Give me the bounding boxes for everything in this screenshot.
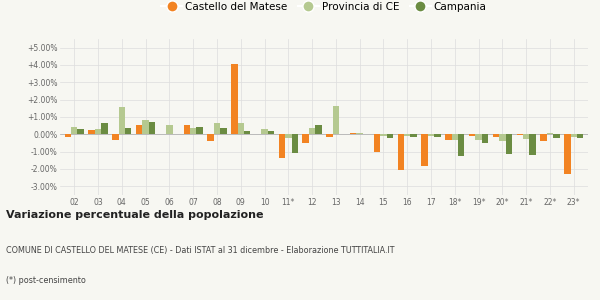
- Bar: [262, 129, 268, 134]
- Bar: [65, 134, 71, 137]
- Text: Variazione percentuale della popolazione: Variazione percentuale della popolazione: [6, 210, 263, 220]
- Bar: [316, 125, 322, 134]
- Bar: [553, 134, 560, 138]
- Bar: [523, 134, 529, 139]
- Bar: [445, 134, 452, 140]
- Bar: [499, 134, 506, 141]
- Bar: [88, 130, 95, 134]
- Bar: [77, 129, 84, 134]
- Bar: [95, 129, 101, 134]
- Bar: [166, 125, 173, 134]
- Bar: [541, 134, 547, 141]
- Bar: [190, 128, 196, 134]
- Bar: [374, 134, 380, 152]
- Bar: [220, 128, 227, 134]
- Bar: [142, 120, 149, 134]
- Bar: [493, 134, 499, 137]
- Bar: [452, 134, 458, 140]
- Bar: [184, 125, 190, 134]
- Bar: [278, 134, 285, 158]
- Bar: [302, 134, 309, 143]
- Bar: [356, 133, 363, 134]
- Text: COMUNE DI CASTELLO DEL MATESE (CE) - Dati ISTAT al 31 dicembre - Elaborazione TU: COMUNE DI CASTELLO DEL MATESE (CE) - Dat…: [6, 246, 395, 255]
- Bar: [71, 128, 77, 134]
- Bar: [577, 134, 583, 138]
- Bar: [398, 134, 404, 170]
- Bar: [238, 123, 244, 134]
- Bar: [149, 122, 155, 134]
- Bar: [332, 106, 339, 134]
- Bar: [285, 134, 292, 138]
- Bar: [564, 134, 571, 174]
- Bar: [112, 134, 119, 140]
- Bar: [506, 134, 512, 154]
- Bar: [125, 128, 131, 134]
- Text: (*) post-censimento: (*) post-censimento: [6, 276, 86, 285]
- Bar: [244, 131, 250, 134]
- Bar: [517, 134, 523, 135]
- Bar: [547, 133, 553, 134]
- Bar: [309, 128, 316, 134]
- Bar: [292, 134, 298, 152]
- Bar: [475, 134, 482, 140]
- Bar: [136, 125, 142, 134]
- Bar: [231, 64, 238, 134]
- Bar: [214, 123, 220, 134]
- Bar: [196, 128, 203, 134]
- Bar: [101, 123, 107, 134]
- Bar: [571, 134, 577, 137]
- Bar: [428, 134, 434, 136]
- Bar: [268, 131, 274, 134]
- Bar: [119, 107, 125, 134]
- Bar: [208, 134, 214, 141]
- Bar: [482, 134, 488, 143]
- Bar: [386, 134, 393, 138]
- Bar: [458, 134, 464, 156]
- Bar: [434, 134, 440, 137]
- Bar: [326, 134, 332, 137]
- Bar: [421, 134, 428, 166]
- Bar: [469, 134, 475, 136]
- Bar: [529, 134, 536, 155]
- Bar: [410, 134, 417, 137]
- Legend: Castello del Matese, Provincia di CE, Campania: Castello del Matese, Provincia di CE, Ca…: [157, 0, 491, 16]
- Bar: [380, 134, 386, 136]
- Bar: [404, 134, 410, 136]
